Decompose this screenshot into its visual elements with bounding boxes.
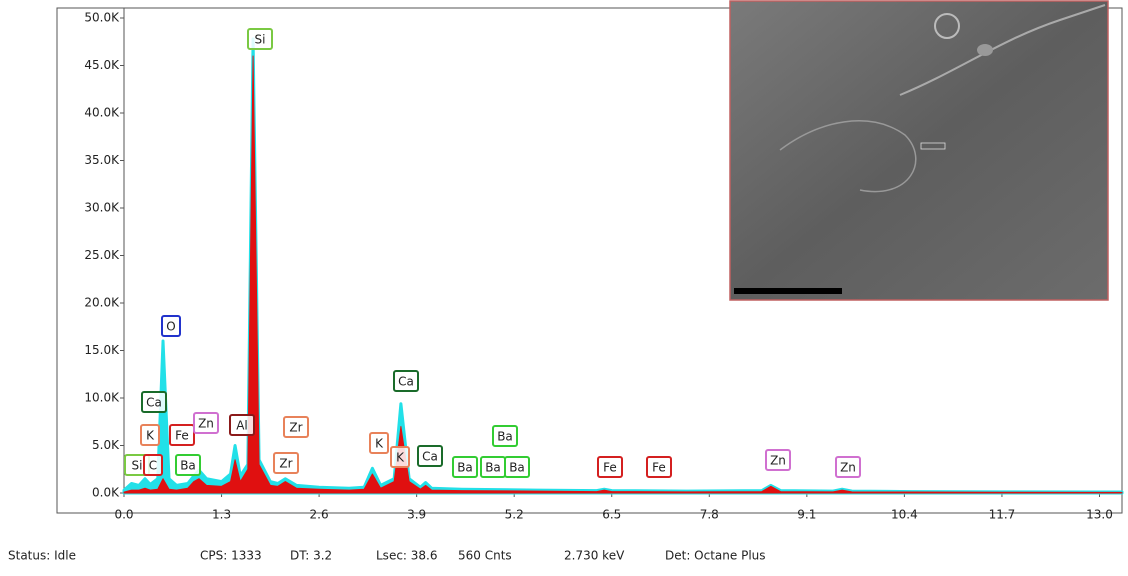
element-label: Ba: [453, 457, 477, 477]
y-tick-label: 25.0K: [84, 248, 120, 262]
element-label-text: Ca: [146, 396, 162, 410]
x-tick-label: 13.0: [1086, 508, 1113, 522]
element-label: Ca: [418, 446, 442, 466]
element-label-text: Zn: [840, 461, 856, 475]
x-tick-label: 11.7: [989, 508, 1016, 522]
x-tick-label: 6.5: [602, 508, 621, 522]
chart: 0.0K5.0K10.0K15.0K20.0K25.0K30.0K35.0K40…: [0, 0, 1128, 572]
element-label-text: Fe: [603, 461, 617, 475]
element-label: O: [162, 316, 180, 336]
status-item: 2.730 keV: [564, 549, 625, 563]
status-item: Status: Idle: [8, 549, 76, 563]
element-label-text: Zr: [289, 421, 302, 435]
element-label-text: Ba: [457, 461, 473, 475]
element-label-text: Ba: [509, 461, 525, 475]
element-label: K: [391, 447, 409, 467]
y-tick-label: 45.0K: [84, 58, 120, 72]
status-item: Lsec: 38.6: [376, 549, 438, 563]
element-label: Ba: [176, 455, 200, 475]
sem-image: [730, 1, 1108, 300]
element-label-text: K: [375, 437, 384, 451]
element-label: K: [370, 433, 388, 453]
element-label: Fe: [170, 425, 194, 445]
element-label-text: K: [396, 451, 405, 465]
y-tick-label: 35.0K: [84, 153, 120, 167]
x-tick-label: 1.3: [212, 508, 231, 522]
element-label: Si: [248, 29, 272, 49]
element-label: Ba: [493, 426, 517, 446]
x-tick-label: 3.9: [407, 508, 426, 522]
element-label-text: Ba: [497, 430, 513, 444]
status-item: CPS: 1333: [200, 549, 262, 563]
element-label-text: K: [146, 429, 155, 443]
element-label: Zn: [766, 450, 790, 470]
y-tick-label: 20.0K: [84, 296, 120, 310]
element-label: Ca: [142, 392, 166, 412]
element-label-text: Ba: [485, 461, 501, 475]
y-tick-label: 0.0K: [92, 486, 120, 500]
element-label-text: Zn: [198, 417, 214, 431]
x-tick-label: 2.6: [310, 508, 329, 522]
element-label: Zr: [274, 453, 298, 473]
element-label-text: C: [149, 459, 157, 473]
element-label: Ba: [481, 457, 505, 477]
x-tick-label: 5.2: [505, 508, 524, 522]
element-label: Ca: [394, 371, 418, 391]
x-tick-label: 9.1: [797, 508, 816, 522]
status-bar: Status: Idle CPS: 1333 DT: 3.2 Lsec: 38.6 56…: [8, 549, 766, 563]
element-label: C: [144, 455, 162, 475]
y-tick-label: 10.0K: [84, 391, 120, 405]
x-tick-label: 10.4: [891, 508, 918, 522]
element-label-text: Si: [255, 33, 266, 47]
y-tick-label: 30.0K: [84, 201, 120, 215]
status-item: DT: 3.2: [290, 549, 332, 563]
x-tick-label: 0.0: [114, 508, 133, 522]
element-label-text: Zr: [279, 457, 292, 471]
element-label-text: O: [166, 320, 175, 334]
element-label: K: [141, 425, 159, 445]
element-label: Fe: [598, 457, 622, 477]
y-tick-label: 50.0K: [84, 11, 120, 25]
element-label-text: Ca: [422, 450, 438, 464]
y-tick-label: 15.0K: [84, 343, 120, 357]
y-tick-label: 40.0K: [84, 106, 120, 120]
element-label-text: Al: [236, 419, 248, 433]
page: 0.0K5.0K10.0K15.0K20.0K25.0K30.0K35.0K40…: [0, 0, 1128, 572]
status-item: Det: Octane Plus: [665, 549, 766, 563]
y-tick-label: 5.0K: [92, 438, 120, 452]
element-label-text: Ba: [180, 459, 196, 473]
element-label-text: Zn: [770, 454, 786, 468]
element-label: Fe: [647, 457, 671, 477]
element-label: Zr: [284, 417, 308, 437]
element-label-text: Ca: [398, 375, 414, 389]
element-label: Al: [230, 415, 254, 435]
status-item: 560 Cnts: [458, 549, 512, 563]
element-label-text: Si: [132, 459, 143, 473]
element-label: Ba: [505, 457, 529, 477]
x-tick-label: 7.8: [700, 508, 719, 522]
element-label-text: Fe: [175, 429, 189, 443]
element-label: Zn: [836, 457, 860, 477]
element-label-text: Fe: [652, 461, 666, 475]
element-label: Zn: [194, 413, 218, 433]
